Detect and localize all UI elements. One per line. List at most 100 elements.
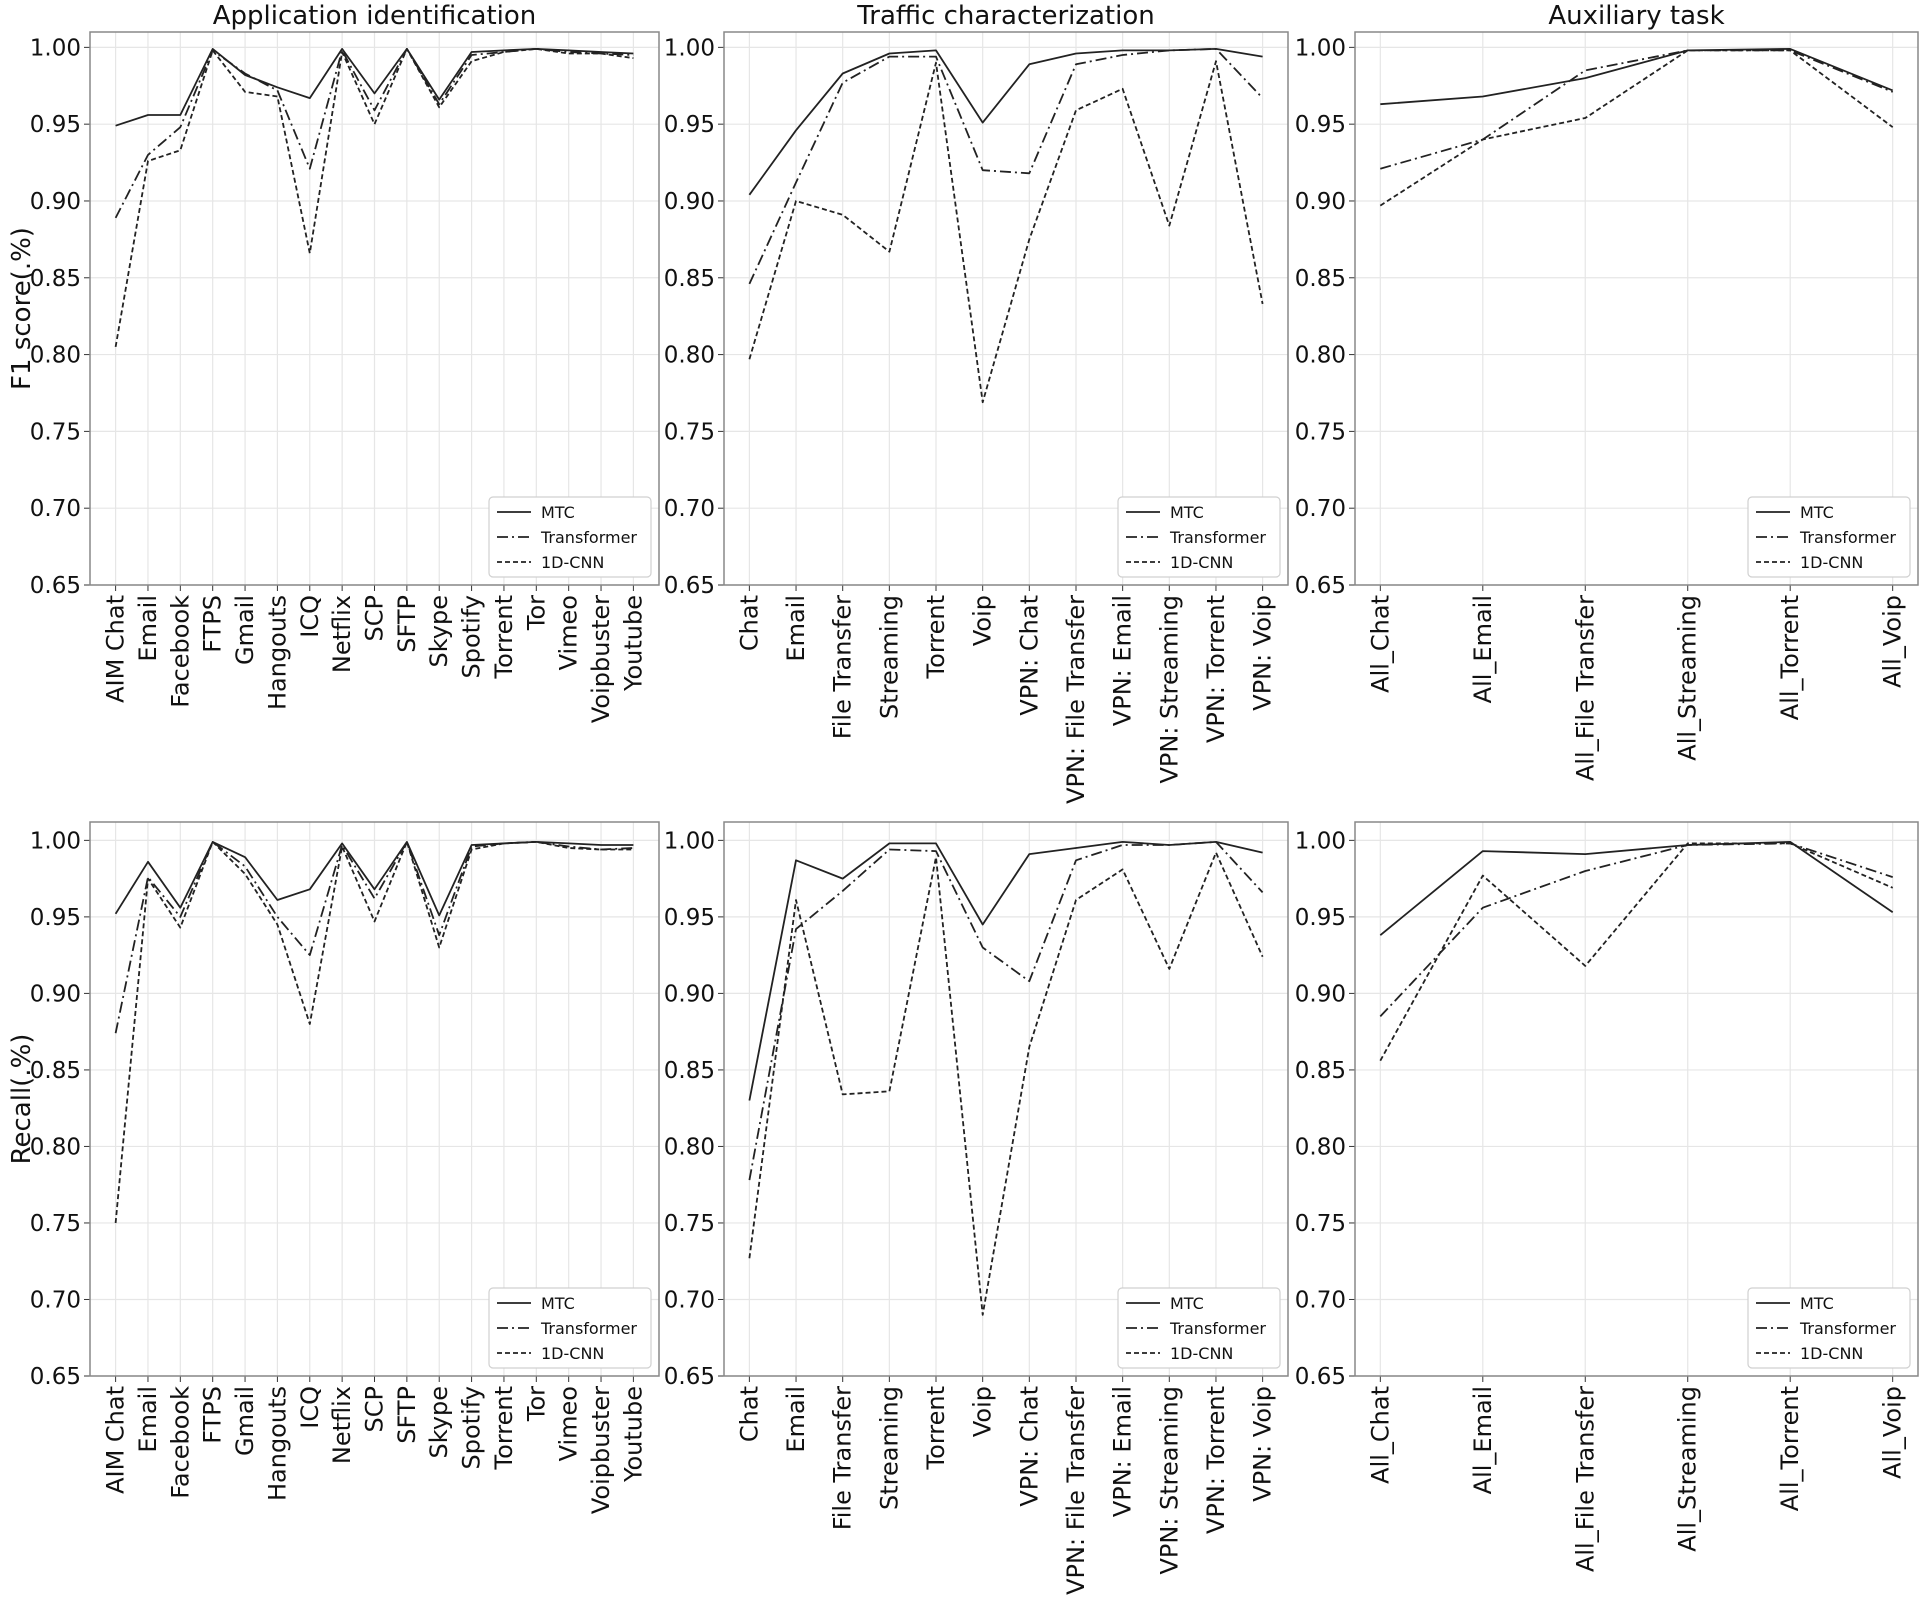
series-line-transformer xyxy=(1379,842,1893,1018)
legend-label: Transformer xyxy=(1169,528,1266,547)
legend-label: 1D-CNN xyxy=(541,553,604,572)
x-tick-label: All_Torrent xyxy=(1776,595,1804,720)
x-tick-label: SFTP xyxy=(393,1386,421,1444)
y-axis-label: F1 score(.%) xyxy=(7,227,37,390)
x-tick-label: Skype xyxy=(425,1386,453,1458)
series-line-1d-cnn xyxy=(748,851,1264,1316)
legend: MTC Transformer 1D-CNN xyxy=(488,1287,652,1369)
x-tick-label: Spotify xyxy=(458,595,486,678)
x-tick-label: FTPS xyxy=(199,1386,227,1444)
x-tick-label: All_Streaming xyxy=(1674,1386,1702,1552)
y-tick-label: 0.65 xyxy=(30,573,81,599)
x-tick-label: Vimeo xyxy=(555,1386,583,1461)
panel-title: Application identification xyxy=(213,1,537,31)
x-tick-label: Hangouts xyxy=(263,595,291,710)
y-tick-label: 0.65 xyxy=(664,1364,715,1390)
x-tick-label: Skype xyxy=(425,595,453,667)
x-tick-label: Voipbuster xyxy=(587,1386,615,1514)
panel-4: 0.65 0.70 0.75 0.80 0.85 0.90 0.95 1.00 AIM Chat… xyxy=(7,821,660,1514)
y-tick-label: 0.80 xyxy=(30,1134,81,1160)
x-tick-label: Facebook xyxy=(166,1386,194,1499)
x-tick-label: Youtube xyxy=(619,595,647,692)
y-tick-label: 0.90 xyxy=(1295,189,1346,215)
y-tick-label: 0.65 xyxy=(1295,1364,1346,1390)
y-tick-label: 0.90 xyxy=(664,189,715,215)
legend-box xyxy=(1117,496,1281,578)
x-tick-label: SCP xyxy=(361,1386,389,1432)
x-tick-label: All_Torrent xyxy=(1776,1386,1804,1511)
x-tick-label: File Transfer xyxy=(829,1386,857,1530)
x-tick-label: VPN: File Transfer xyxy=(1062,595,1090,804)
legend-label: Transformer xyxy=(540,1319,637,1338)
panel-1: 0.65 0.70 0.75 0.80 0.85 0.90 0.95 1.00 AIM Chat… xyxy=(7,1,660,723)
x-tick-label: All_Chat xyxy=(1366,1386,1394,1484)
x-tick-label: Chat xyxy=(735,595,763,651)
x-tick-label: Torrent xyxy=(922,1386,950,1470)
x-tick-label: FTPS xyxy=(199,595,227,653)
x-tick-label: AIM Chat xyxy=(102,1386,130,1494)
legend-label: MTC xyxy=(1170,503,1204,522)
series-line-mtc xyxy=(748,841,1263,1101)
x-tick-label: Email xyxy=(134,595,162,662)
y-tick-label: 0.85 xyxy=(664,266,715,292)
y-tick-label: 0.95 xyxy=(1295,905,1346,931)
y-tick-label: 0.75 xyxy=(1295,419,1346,445)
x-tick-label: All_Voip xyxy=(1879,1386,1907,1479)
y-tick-label: 0.95 xyxy=(1295,112,1346,138)
y-tick-label: 0.65 xyxy=(1295,573,1346,599)
series-line-1d-cnn xyxy=(1379,842,1894,1062)
x-tick-label: Voip xyxy=(969,1386,997,1437)
x-tick-label: Vimeo xyxy=(555,595,583,670)
series-line-transformer xyxy=(1380,49,1894,170)
x-tick-label: AIM Chat xyxy=(102,595,130,703)
axes-frame xyxy=(1354,821,1919,1377)
y-tick-label: 0.70 xyxy=(664,496,715,522)
y-tick-label: 0.95 xyxy=(664,112,715,138)
y-tick-label: 0.85 xyxy=(664,1058,715,1084)
legend-label: Transformer xyxy=(1799,1319,1896,1338)
x-tick-label: Streaming xyxy=(875,1386,903,1510)
y-tick-label: 0.80 xyxy=(1295,1134,1346,1160)
panel-3: 0.65 0.70 0.75 0.80 0.85 0.90 0.95 1.00 All_Chat… xyxy=(1295,1,1919,781)
series-line-mtc xyxy=(1379,841,1894,936)
series-line-1d-cnn xyxy=(114,48,634,348)
y-tick-label: 0.95 xyxy=(30,112,81,138)
x-tick-label: VPN: Chat xyxy=(1015,1386,1043,1507)
panel-6: 0.65 0.70 0.75 0.80 0.85 0.90 0.95 1.00 All_Chat… xyxy=(1295,821,1919,1572)
x-tick-label: Email xyxy=(782,1386,810,1453)
y-tick-label: 0.85 xyxy=(1295,1058,1346,1084)
x-tick-label: Spotify xyxy=(458,1386,486,1469)
axes-frame xyxy=(89,821,660,1377)
legend-label: 1D-CNN xyxy=(1170,553,1233,572)
panel-5: 0.65 0.70 0.75 0.80 0.85 0.90 0.95 1.00 Chat Emai… xyxy=(664,821,1289,1595)
legend-label: 1D-CNN xyxy=(1800,1344,1863,1363)
x-tick-label: All_Streaming xyxy=(1674,595,1702,761)
y-tick-label: 0.70 xyxy=(1295,1287,1346,1313)
y-tick-label: 0.85 xyxy=(30,266,81,292)
legend-box xyxy=(488,1287,652,1369)
legend-label: Transformer xyxy=(1169,1319,1266,1338)
x-tick-label: Voip xyxy=(969,595,997,646)
y-tick-label: 1.00 xyxy=(664,35,715,61)
y-tick-label: 1.00 xyxy=(1295,35,1346,61)
x-tick-label: Tor xyxy=(522,595,550,631)
x-tick-label: File Transfer xyxy=(829,595,857,739)
y-tick-label: 0.70 xyxy=(664,1287,715,1313)
series-line-transformer xyxy=(748,841,1264,1181)
x-tick-label: SCP xyxy=(361,595,389,641)
legend-box xyxy=(488,496,652,578)
legend: MTC Transformer 1D-CNN xyxy=(488,496,652,578)
y-tick-label: 0.80 xyxy=(1295,343,1346,369)
y-tick-label: 0.70 xyxy=(1295,496,1346,522)
series-line-1d-cnn xyxy=(748,60,1264,404)
y-tick-label: 0.90 xyxy=(30,981,81,1007)
y-tick-label: 0.80 xyxy=(664,1134,715,1160)
y-tick-label: 0.70 xyxy=(30,1287,81,1313)
y-tick-label: 0.75 xyxy=(664,419,715,445)
x-tick-label: All_Email xyxy=(1469,595,1497,703)
x-tick-label: All_Email xyxy=(1469,1386,1497,1494)
series-line-1d-cnn xyxy=(1379,49,1894,207)
x-tick-label: Hangouts xyxy=(263,1386,291,1501)
y-tick-label: 0.65 xyxy=(664,573,715,599)
